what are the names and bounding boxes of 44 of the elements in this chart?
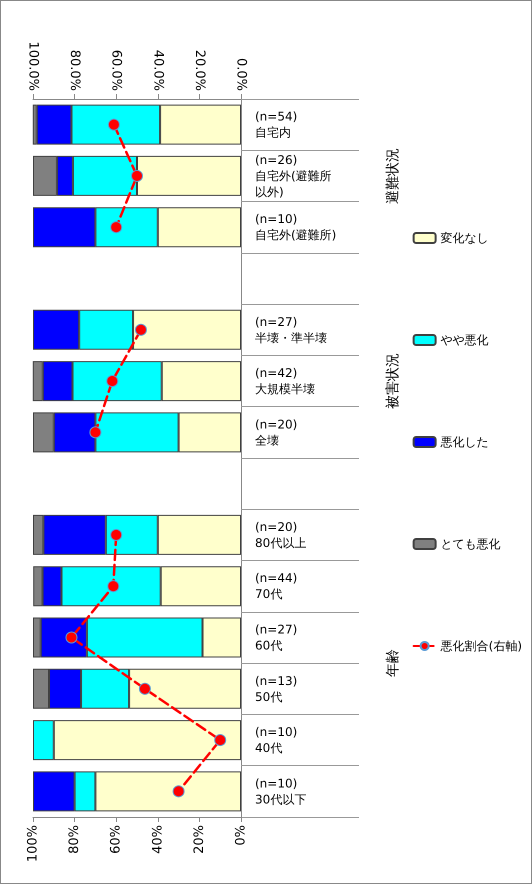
x-tick-label: 40% — [150, 825, 166, 854]
x2-tick-label: 80.0% — [67, 50, 82, 91]
x2-tick-label: 60.0% — [108, 50, 124, 91]
y-tick-label: (n=26) 自宅外(避難所以外) — [255, 152, 332, 199]
x-tick-label: 0% — [234, 825, 248, 846]
legend-label: やや悪化 — [440, 333, 489, 347]
x2-tick-label: 40.0% — [150, 50, 166, 91]
point — [89, 426, 102, 438]
point — [107, 580, 120, 592]
legend-label: 変化なし — [440, 231, 489, 245]
y-tick-label: (n=54) 自宅内 — [255, 110, 298, 140]
legend-label: 悪化した — [440, 435, 489, 449]
y-tick-label: (n=10) 40代 — [255, 725, 298, 756]
point — [172, 785, 185, 798]
y-tick-label: (n=10) 自宅外(避難所) — [255, 212, 336, 242]
legend-label: 悪化割合(右軸) — [440, 639, 522, 653]
y-tick-label: (n=44) 70代 — [255, 571, 298, 602]
y-tick-label: (n=10) 30代以下 — [255, 776, 306, 806]
point — [108, 118, 120, 131]
point — [65, 632, 78, 644]
point — [138, 682, 151, 695]
x-tick-label: 20% — [192, 825, 207, 854]
point — [106, 375, 118, 388]
x2-tick-label: 100.0% — [26, 41, 40, 91]
text: 年齢 — [385, 649, 401, 678]
point — [110, 528, 122, 541]
y-tick-label: (n=20) 全壊 — [255, 417, 298, 448]
text: 避難状況 — [385, 148, 401, 204]
point — [110, 221, 122, 234]
text: 被害状況 — [385, 353, 401, 410]
y-tick-label: (n=27) 60代 — [255, 622, 298, 652]
y-tick-label: (n=20) 80代以上 — [255, 520, 306, 550]
point — [134, 324, 147, 336]
y-tick-label: (n=42) 大規模半壊 — [255, 366, 315, 396]
point — [214, 734, 226, 746]
y-tick-label: (n=27) 半壊・準半壊 — [255, 314, 327, 345]
legend-label: とても悪化 — [440, 537, 501, 551]
x-tick-label: 100% — [26, 825, 40, 862]
x2-tick-label: 0.0% — [234, 58, 248, 91]
x-tick-label: 60% — [108, 825, 124, 854]
x-tick-label: 80% — [67, 825, 82, 854]
x2-tick-label: 20.0% — [192, 50, 207, 91]
point — [131, 170, 143, 182]
y-tick-label: (n=13) 50代 — [255, 674, 298, 704]
